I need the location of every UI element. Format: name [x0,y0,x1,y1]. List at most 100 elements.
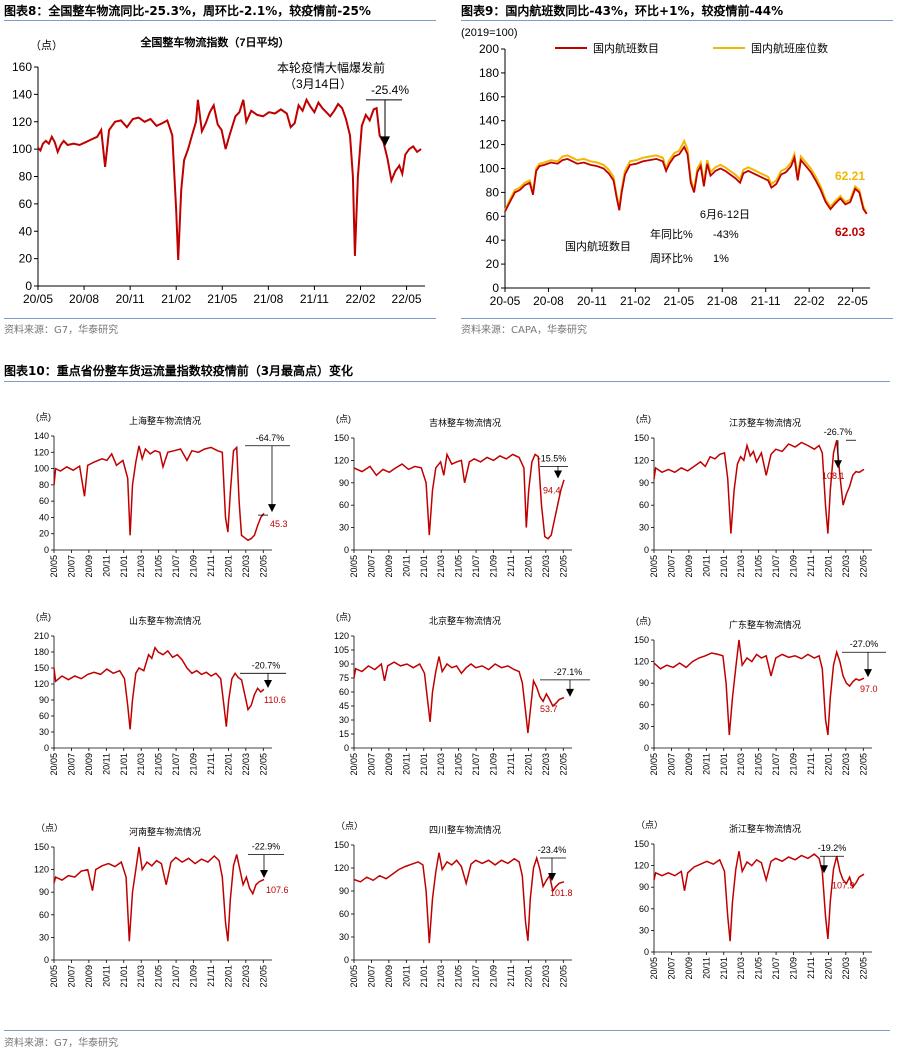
fig9-source-rule [461,318,893,319]
bj-x-tick-label: 21/01 [419,753,429,776]
js-series-line [653,440,865,534]
fig9-annotation-period: 6月6-12日 [700,209,750,221]
fig8-y-tick-label: 20 [19,252,33,266]
js-x-tick-label: 22/05 [858,555,868,578]
sd-y-tick-label: 30 [39,727,49,737]
fig9-y-tick-label: 100 [479,162,499,176]
fig9-x-tick-label: 20-08 [533,294,564,308]
gd-end-value: 97.0 [860,684,878,694]
fig8-change-label: -25.4% [371,83,409,97]
sd-x-tick-label: 20/11 [101,753,111,775]
zj-x-tick-label: 21/03 [736,957,746,980]
js-x-tick-label: 22/03 [841,555,851,578]
bj-series-line [353,656,565,734]
fig9-x-tick-label: 20-05 [490,294,521,308]
bj-x-tick-label: 20/07 [366,753,376,776]
sc-y-tick-label: 120 [334,863,349,873]
fig9-x-tick-label: 21-05 [663,294,694,308]
gd-x-tick-label: 20/07 [666,753,676,776]
js-x-tick-label: 21/01 [719,555,729,578]
hn-chart: 河南整车物流情况 （点） 0 30 60 90 120 150 20/05 20/07 20/09 2… [34,823,289,988]
jl-x-tick-label: 21/11 [506,555,516,577]
sd-y-tick-label: 180 [34,647,49,657]
fig8-chart: 0 20 40 60 80 100 120 140 160 20/05 20/08 20/11 21/0… [12,35,425,306]
zj-chart-title: 浙江整车物流情况 [729,823,801,834]
zj-end-value: 107.9 [832,880,855,890]
sh-y-tick-label: 40 [39,512,49,522]
sh-x-tick-label: 21/05 [154,555,164,578]
sd-x-tick-label: 20/05 [49,753,59,776]
zj-arrow-head [820,865,828,874]
hn-y-tick-label: 120 [34,865,49,875]
fig9-annotation-yoy-label: 年同比% [650,227,693,241]
hn-unit-label: （点） [36,823,63,833]
zj-x-tick-label: 22/03 [841,957,851,980]
fig9-annotation-yoy-value: -43% [713,229,739,241]
fig8-chart-title: 全国整车物流指数（7日平均） [139,35,289,49]
gd-x-tick-label: 20/05 [649,753,659,776]
jl-y-tick-label: 0 [344,545,349,555]
gd-y-tick-label: 90 [639,678,649,688]
sh-x-tick-label: 21/11 [206,555,216,577]
bj-chart-title: 北京整车物流情况 [429,615,501,626]
bj-y-tick-label: 105 [334,645,349,655]
jl-chart: 吉林整车物流情况 (点) 0 30 60 90 120 150 20/05 20/07 20/09 2… [334,414,572,578]
bj-x-tick-label: 20/05 [349,753,359,776]
js-x-tick-label: 20/07 [666,555,676,578]
hn-end-value: 107.6 [266,885,289,895]
zj-x-tick-label: 22/01 [823,957,833,980]
sd-x-tick-label: 21/05 [154,753,164,776]
sh-x-tick-label: 20/07 [66,555,76,578]
jl-end-value: 94.4 [543,486,561,496]
sc-x-tick-label: 22/05 [558,965,568,988]
fig8-annotation-line1: 本轮疫情大幅爆发前 [277,60,385,75]
bj-x-tick-label: 20/11 [401,753,411,775]
js-y-tick-label: 30 [639,523,649,533]
bj-x-tick-label: 21/05 [454,753,464,776]
fig9-y-tick-label: 80 [486,185,500,199]
fig9-annotation-wow-label: 周环比% [650,252,693,265]
bj-y-tick-label: 15 [339,729,349,739]
js-x-tick-label: 21/05 [754,555,764,578]
sd-y-tick-label: 0 [44,743,49,753]
gd-y-tick-label: 0 [644,743,649,753]
sd-arrow-head [264,680,272,689]
fig8-y-tick-label: 100 [12,142,32,156]
jl-y-tick-label: 30 [339,523,349,533]
gd-y-tick-label: 60 [639,700,649,710]
zj-chart: 浙江整车物流情况 （点） 0 30 60 90 120 150 20/05 20/07 20/09 2… [634,820,872,980]
js-x-tick-label: 21/03 [736,555,746,578]
jl-y-tick-label: 120 [334,455,349,465]
sd-y-tick-label: 210 [34,631,49,641]
bj-y-tick-label: 0 [344,743,349,753]
gd-x-tick-label: 21/03 [736,753,746,776]
fig8-x-tick-label: 21/08 [253,292,283,306]
fig8-y-tick-label: 80 [19,170,33,184]
fig9-y-tick-label: 20 [486,257,500,271]
hn-y-tick-label: 150 [34,842,49,852]
sc-x-tick-label: 21/11 [506,965,516,987]
sc-x-tick-label: 21/09 [489,965,499,988]
jl-x-tick-label: 20/11 [401,555,411,577]
js-x-tick-label: 21/09 [789,555,799,578]
sh-chart-title: 上海整车物流情况 [129,415,201,426]
hn-arrow-head [260,869,268,878]
sc-x-tick-label: 21/05 [454,965,464,988]
sd-x-tick-label: 21/09 [189,753,199,776]
sd-x-tick-label: 20/07 [66,753,76,776]
zj-y-tick-label: 150 [634,839,649,849]
bj-x-tick-label: 22/05 [558,753,568,776]
sd-x-tick-label: 21/11 [206,753,216,775]
gd-x-tick-label: 21/05 [754,753,764,776]
hn-y-tick-label: 60 [39,910,49,920]
js-chart-title: 江苏整车物流情况 [729,417,801,428]
sc-x-tick-label: 20/05 [349,965,359,988]
jl-x-tick-label: 22/05 [558,555,568,578]
hn-x-tick-label: 22/03 [241,965,251,988]
jl-x-tick-label: 20/07 [366,555,376,578]
zj-change-label: -19.2% [818,843,847,853]
fig8-y-tick-label: 120 [12,115,32,129]
sd-x-tick-label: 21/01 [119,753,129,776]
sd-y-tick-label: 90 [39,695,49,705]
fig8-header-rule [4,20,436,21]
